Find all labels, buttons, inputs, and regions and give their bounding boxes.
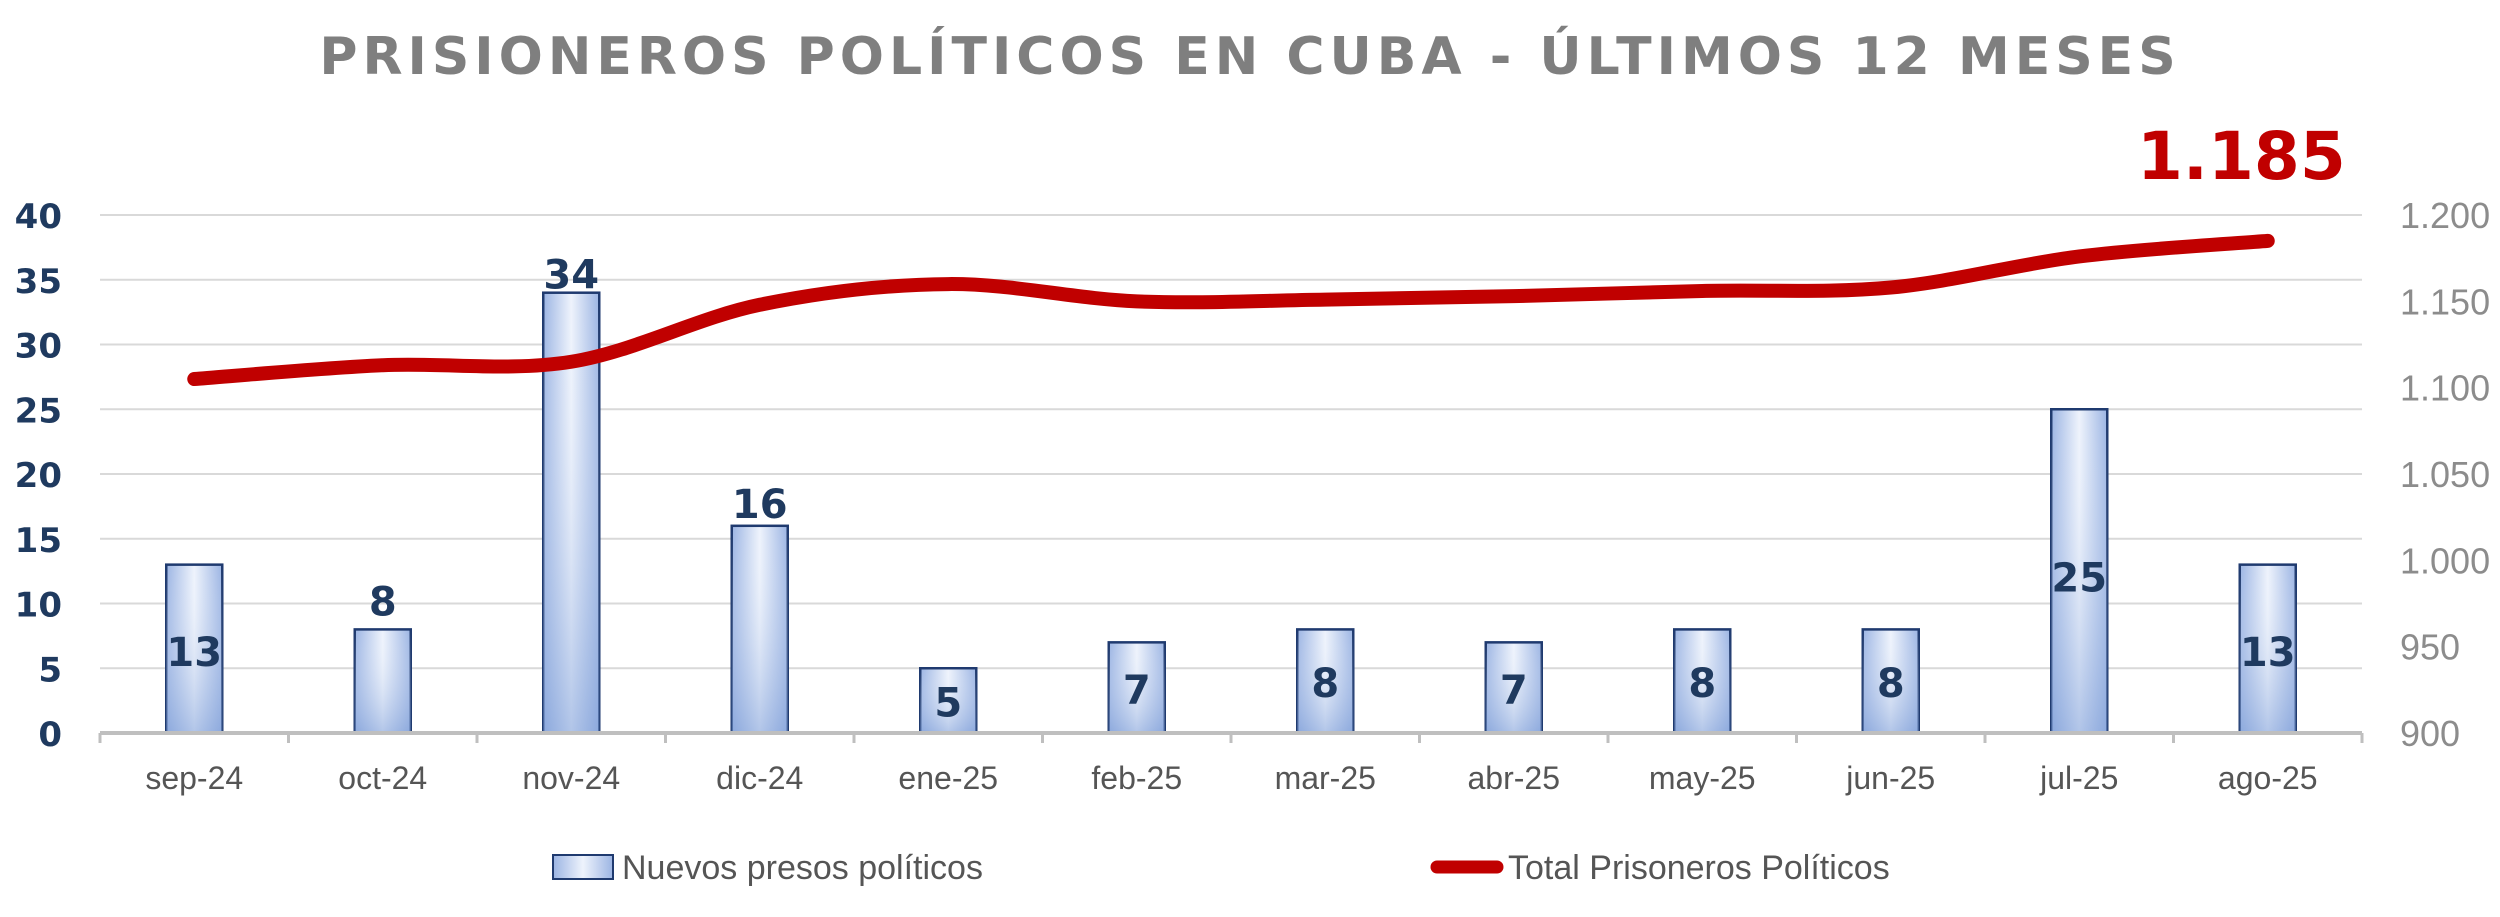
legend-bar-swatch <box>552 854 614 880</box>
total-line <box>187 233 2275 387</box>
bar-data-label: 13 <box>166 630 222 676</box>
bar-data-label: 8 <box>369 579 397 625</box>
legend-bar-label: Nuevos presos políticos <box>622 849 983 887</box>
left-y-tick-label: 5 <box>38 650 62 690</box>
legend: Nuevos presos políticos Total Prisoneros… <box>552 849 1890 887</box>
bar-data-label: 7 <box>1500 668 1528 714</box>
x-tick-label: mar-25 <box>1275 760 1376 796</box>
bar-data-label: 5 <box>934 681 962 727</box>
gridlines <box>100 214 2362 670</box>
x-tick-label: feb-25 <box>1091 760 1182 796</box>
bar-data-label: 8 <box>1311 661 1339 707</box>
bar-data-label: 25 <box>2051 556 2107 602</box>
x-tick-label: abr-25 <box>1468 760 1561 796</box>
x-tick-label: dic-24 <box>716 760 803 796</box>
line-series: 1.185 <box>187 118 2346 387</box>
left-y-tick-label: 35 <box>15 262 62 302</box>
left-y-tick-label: 30 <box>15 327 62 367</box>
bar-shade <box>920 668 977 733</box>
bar-shade <box>1485 642 1542 733</box>
left-y-tick-label: 15 <box>15 521 62 561</box>
right-y-tick-label: 1.100 <box>2400 368 2490 409</box>
bar-shade <box>2051 409 2108 733</box>
bar-data-label: 34 <box>543 253 599 299</box>
x-tick-label: nov-24 <box>522 760 620 796</box>
bar-data-label: 7 <box>1123 668 1151 714</box>
axes <box>98 731 2364 743</box>
bar-data-label: 16 <box>732 482 788 528</box>
left-y-tick-label: 10 <box>15 586 62 626</box>
x-tick-label: jun-25 <box>1845 760 1935 796</box>
left-y-axis-ticks: 0 5 10 15 20 25 30 35 40 <box>15 197 62 755</box>
x-tick-label: jul-25 <box>2039 760 2118 796</box>
line-last-value-label: 1.185 <box>2137 118 2346 195</box>
bar-series <box>165 291 2297 735</box>
left-y-tick-label: 20 <box>15 456 62 496</box>
right-y-tick-label: 900 <box>2400 713 2460 754</box>
right-y-tick-label: 950 <box>2400 627 2460 668</box>
bar-shade <box>1297 629 1354 733</box>
right-y-tick-label: 1.050 <box>2400 454 2490 495</box>
x-tick-label: ene-25 <box>898 760 998 796</box>
legend-item-bars: Nuevos presos políticos <box>552 849 983 887</box>
left-y-tick-label: 25 <box>15 391 62 431</box>
x-tick-label: oct-24 <box>338 760 427 796</box>
x-tick-label: sep-24 <box>145 760 243 796</box>
bar-shade <box>166 564 223 733</box>
legend-item-line: Total Prisoneros Políticos <box>1430 849 1890 887</box>
bar-data-labels: 13 8 34 16 5 7 8 7 8 8 25 13 <box>166 253 2295 727</box>
bar-data-label: 13 <box>2240 630 2296 676</box>
bar-data-label: 8 <box>1877 661 1905 707</box>
bar-shade <box>731 525 788 733</box>
right-y-tick-label: 1.200 <box>2400 195 2490 236</box>
right-y-tick-label: 1.150 <box>2400 281 2490 322</box>
left-y-tick-label: 40 <box>15 197 62 237</box>
right-y-tick-label: 1.000 <box>2400 540 2490 581</box>
legend-line-label: Total Prisoneros Políticos <box>1508 849 1890 887</box>
chart-title: PRISIONEROS POLÍTICOS EN CUBA - ÚLTIMOS … <box>319 25 2180 87</box>
bar-shade <box>2239 564 2296 733</box>
x-tick-label: may-25 <box>1649 760 1756 796</box>
bar-shade <box>1108 642 1165 733</box>
right-y-axis-ticks: 900 950 1.000 1.050 1.100 1.150 1.200 <box>2400 195 2490 754</box>
bar-shade <box>354 629 411 733</box>
bar-data-label: 8 <box>1688 661 1716 707</box>
bar-shade <box>1862 629 1919 733</box>
bar-shade <box>1674 629 1731 733</box>
x-axis-ticks: sep-24 oct-24 nov-24 dic-24 ene-25 feb-25 mar-… <box>145 760 2317 796</box>
left-y-tick-label: 0 <box>38 715 62 755</box>
x-tick-label: ago-25 <box>2218 760 2318 796</box>
